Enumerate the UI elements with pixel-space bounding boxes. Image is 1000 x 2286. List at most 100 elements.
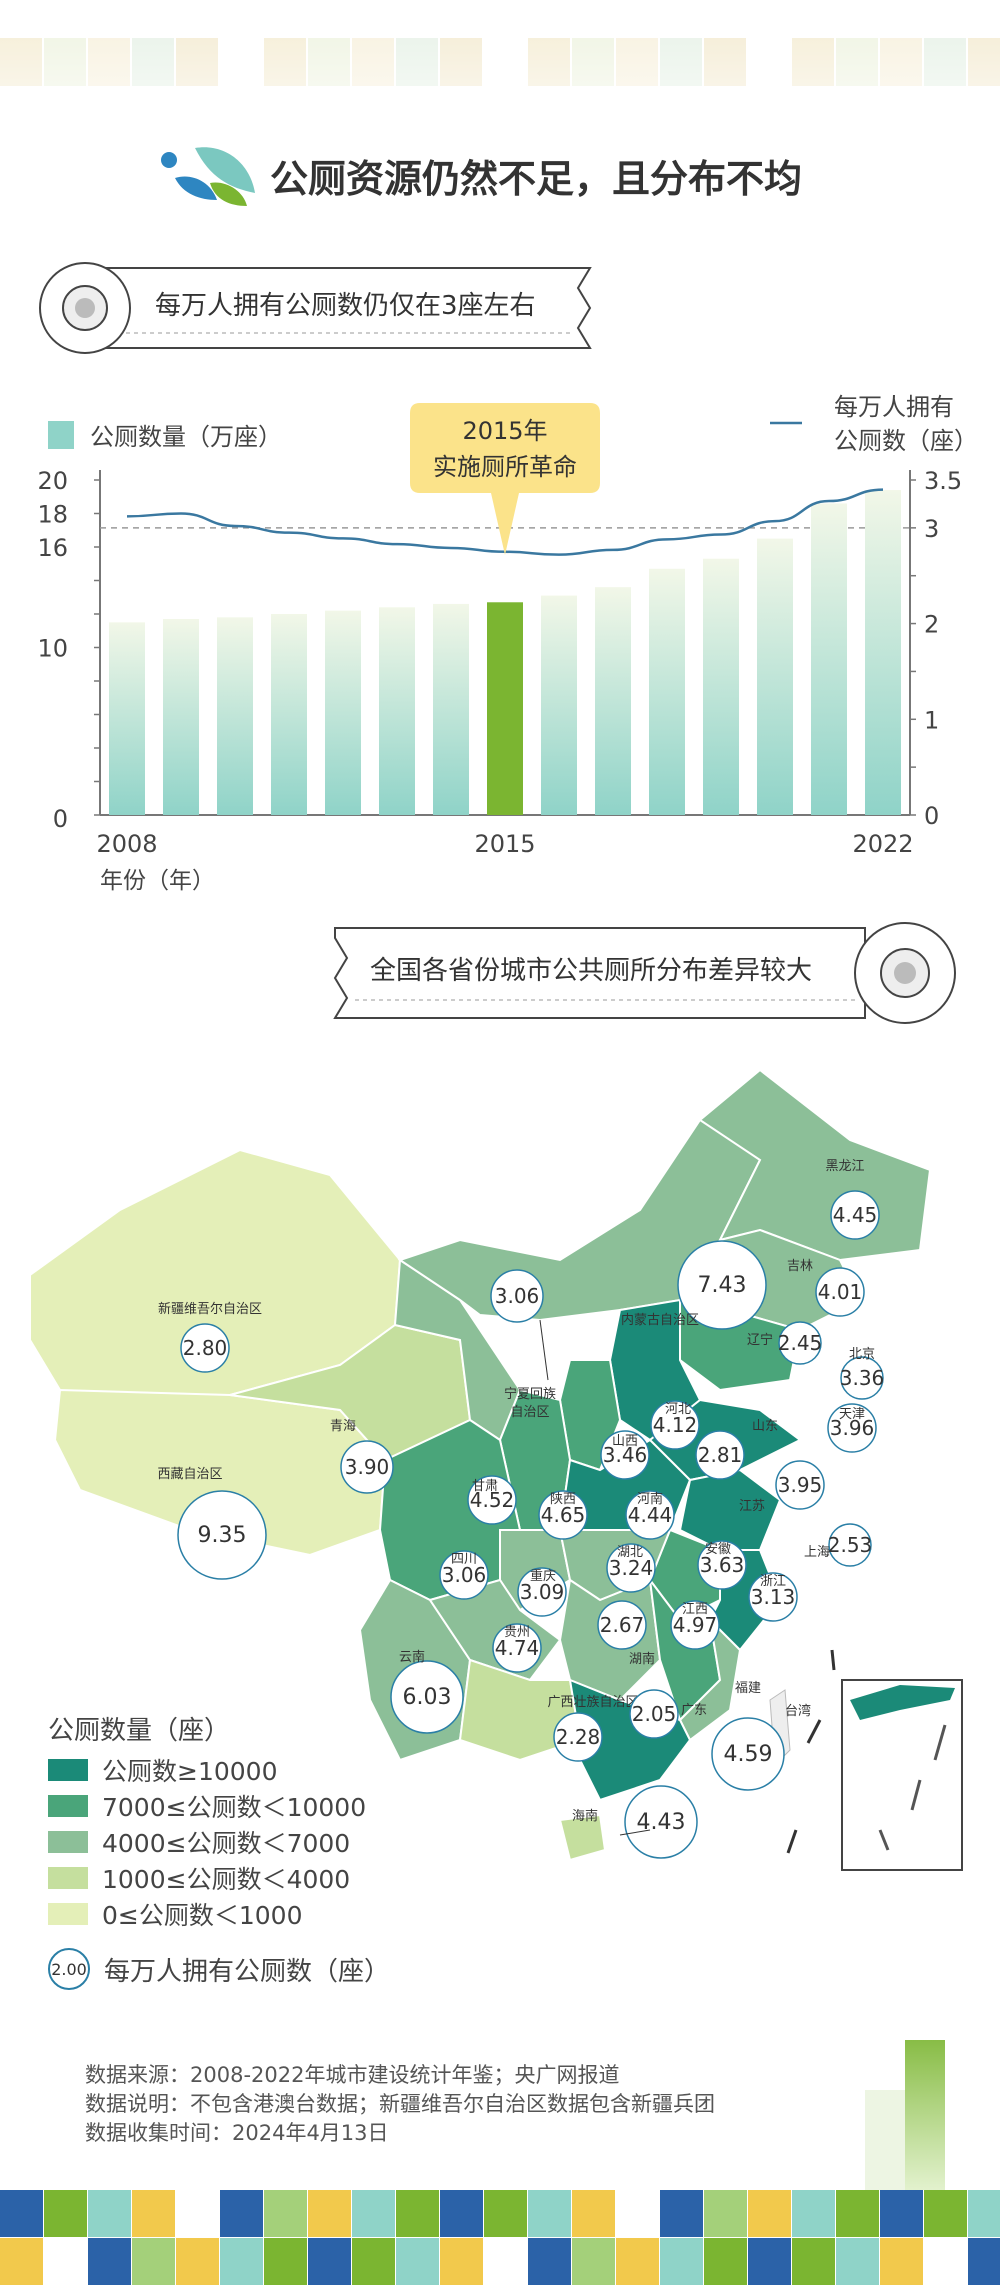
province-name-宁夏回族自治区: 宁夏回族 (504, 1386, 556, 1402)
province-name-贵州: 贵州 (504, 1625, 530, 1640)
value-circle-北京 (840, 1356, 884, 1400)
callout-bubble (410, 403, 600, 555)
value-label-江苏: 3.95 (778, 1473, 823, 1497)
province-name-北京: 北京 (849, 1347, 875, 1362)
value-circle-浙江 (748, 1572, 798, 1622)
map-legend-item: 1000≤公厕数＜4000 (48, 1860, 366, 1896)
province-name-河南: 河南 (637, 1491, 663, 1507)
province-name-四川: 四川 (451, 1552, 477, 1567)
value-circle-湖北 (606, 1543, 656, 1593)
leader-line-hainan (619, 1829, 651, 1836)
map-legend-label: 4000≤公厕数＜7000 (102, 1829, 351, 1858)
province-name-台湾: 台湾 (785, 1703, 811, 1719)
south-china-sea-inset (841, 1679, 963, 1871)
value-label-宁夏回族自治区: 3.06 (495, 1284, 540, 1308)
source-line-3: 数据收集时间：2024年4月13日 (85, 2121, 389, 2145)
value-circle-安徽 (697, 1540, 747, 1590)
value-circle-青海 (340, 1440, 394, 1494)
value-circle-辽宁 (778, 1321, 822, 1365)
bar-2014 (433, 603, 469, 815)
value-circle-河北 (650, 1400, 700, 1450)
bar-2009 (163, 619, 199, 815)
map-legend-label: 1000≤公厕数＜4000 (102, 1865, 351, 1894)
value-circle-天津 (827, 1403, 877, 1453)
value-circle-重庆 (517, 1567, 567, 1617)
value-label-广西壮族自治区: 2.28 (556, 1725, 601, 1749)
bar-2008 (109, 622, 145, 815)
x-tick-label: 2015 (474, 830, 535, 858)
bar-2017 (595, 587, 631, 815)
value-label-福建: 4.59 (724, 1742, 773, 1767)
bar-legend-swatch (48, 421, 74, 449)
value-label-河南: 4.44 (628, 1503, 673, 1527)
value-label-四川: 3.06 (442, 1563, 487, 1587)
value-circle-西藏自治区 (177, 1490, 267, 1580)
corner-decoration (865, 2040, 945, 2190)
province-name-内蒙古自治区: 内蒙古自治区 (621, 1312, 699, 1328)
map-legend-title: 公厕数量（座） (48, 1716, 231, 1746)
banner-2-text: 全国各省份城市公共厕所分布差异较大 (370, 956, 813, 986)
leader-line-ningxia (539, 1319, 549, 1381)
map-legend-item: 4000≤公厕数＜7000 (48, 1824, 366, 1860)
value-circle-河南 (625, 1490, 675, 1540)
province-name-湖南: 湖南 (629, 1651, 655, 1667)
province-name-西藏自治区: 西藏自治区 (157, 1467, 222, 1482)
value-circle-甘肃 (467, 1475, 517, 1525)
value-label-重庆: 3.09 (520, 1580, 565, 1604)
source-line-1: 数据来源：2008-2022年城市建设统计年鉴；央广网报道 (85, 2063, 620, 2087)
province-name-辽宁: 辽宁 (747, 1332, 773, 1348)
value-circle-湖南 (597, 1600, 647, 1650)
value-circle-广东 (629, 1689, 679, 1739)
province-name-青海: 青海 (330, 1419, 356, 1434)
top-decorative-band (0, 0, 1000, 95)
value-label-西藏自治区: 9.35 (198, 1523, 247, 1548)
province-name-新疆维吾尔自治区: 新疆维吾尔自治区 (158, 1301, 262, 1317)
circle-legend-label: 每万人拥有公厕数（座） (104, 1957, 391, 1987)
bottom-decorative-band (0, 2190, 1000, 2285)
map-legend-swatch (48, 1867, 88, 1889)
province-name-湖北: 湖北 (617, 1545, 643, 1560)
map-legend-swatch (48, 1903, 88, 1925)
value-circle-四川 (439, 1550, 489, 1600)
value-label-新疆维吾尔自治区: 2.80 (183, 1336, 228, 1360)
province-name-江西: 江西 (682, 1602, 708, 1617)
map-legend-item: 0≤公厕数＜1000 (48, 1896, 366, 1932)
value-circle-上海 (828, 1523, 872, 1567)
bar-2012 (325, 610, 361, 815)
value-circle-新疆维吾尔自治区 (180, 1323, 230, 1373)
province-name-黑龙江: 黑龙江 (825, 1159, 864, 1174)
bar-2022 (865, 490, 901, 815)
map-legend-swatch (48, 1795, 88, 1817)
left-tick-label: 16 (37, 534, 68, 562)
value-label-山东: 2.81 (698, 1443, 743, 1467)
province-name-浙江: 浙江 (760, 1574, 786, 1589)
province-name-海南: 海南 (572, 1808, 598, 1824)
bar-legend-label: 公厕数量（万座） (90, 423, 282, 451)
value-label-河北: 4.12 (653, 1413, 698, 1437)
right-tick-label: 3 (924, 515, 939, 543)
province-name-天津: 天津 (839, 1407, 865, 1422)
bar-2016 (541, 595, 577, 815)
map-legend: 公厕数≥10000 7000≤公厕数＜10000 4000≤公厕数＜7000 1000… (48, 1752, 366, 1932)
value-label-黑龙江: 4.45 (833, 1203, 878, 1227)
left-tick-label: 10 (37, 635, 68, 663)
value-label-青海: 3.90 (345, 1455, 390, 1479)
value-label-安徽: 3.63 (700, 1553, 745, 1577)
map-legend-swatch (48, 1831, 88, 1853)
droplets-logo-icon (161, 147, 255, 206)
map-legend-item: 公厕数≥10000 (48, 1752, 366, 1788)
value-label-内蒙古自治区: 7.43 (698, 1273, 747, 1298)
province-name-山东: 山东 (752, 1419, 778, 1434)
value-label-北京: 3.36 (840, 1366, 885, 1390)
province-name-云南: 云南 (399, 1649, 425, 1665)
map-legend-item: 7000≤公厕数＜10000 (48, 1788, 366, 1824)
value-circle-广西壮族自治区 (553, 1712, 603, 1762)
province-name-吉林: 吉林 (787, 1259, 813, 1274)
left-tick-label: 18 (37, 501, 68, 529)
bar-2010 (217, 617, 253, 815)
value-label-山西: 3.46 (603, 1443, 648, 1467)
value-circle-山西 (600, 1430, 650, 1480)
map-legend-label: 公厕数≥10000 (102, 1757, 278, 1786)
value-circle-贵州 (492, 1623, 542, 1673)
